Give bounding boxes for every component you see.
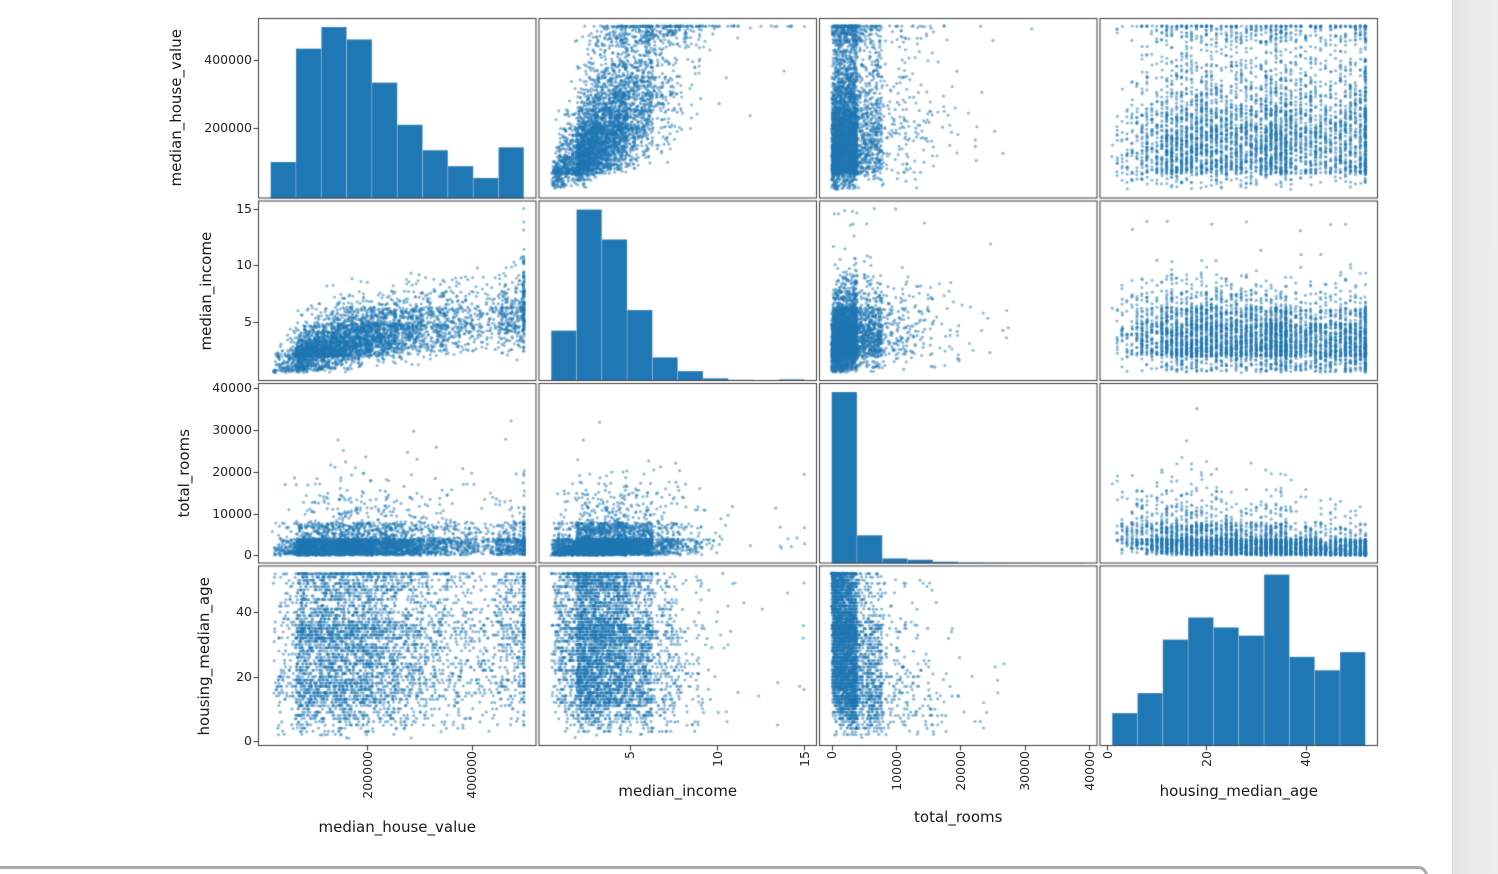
next-code-cell-input[interactable]: [0, 866, 1428, 874]
x-tick-label: 200000: [359, 751, 375, 799]
x-tick-label: 20000: [952, 751, 968, 791]
x-tick-label: 40: [1298, 751, 1314, 767]
y-tick-label: 15: [236, 200, 252, 216]
x-axis-label-median-house-value: median_house_value: [318, 818, 476, 836]
y-axis-label-median-income: median_income: [197, 231, 215, 351]
y-tick-label: 20: [236, 668, 252, 684]
x-axis-label-housing-median-age: housing_median_age: [1159, 782, 1318, 800]
x-tick-label: 10: [709, 751, 725, 767]
y-tick-label: 10: [236, 257, 252, 273]
x-tick-label: 10000: [888, 751, 904, 791]
y-tick-label: 40: [236, 604, 252, 620]
y-tick-label: 5: [244, 313, 252, 329]
y-tick-label: 0: [244, 547, 252, 563]
y-tick-label: 40000: [212, 380, 252, 396]
y-tick-label: 20000: [212, 463, 252, 479]
x-tick-label: 40000: [1081, 751, 1097, 791]
x-tick-label: 0: [824, 751, 840, 759]
x-tick-label: 5: [622, 751, 638, 759]
y-tick-label: 200000: [204, 119, 252, 135]
y-tick-label: 10000: [212, 505, 252, 521]
x-axis-label-total-rooms: total_rooms: [914, 808, 1003, 826]
x-tick-label: 20: [1198, 751, 1214, 767]
x-tick-label: 30000: [1017, 751, 1033, 791]
x-tick-label: 0: [1099, 751, 1115, 759]
y-axis-label-housing-median-age: housing_median_age: [195, 576, 213, 735]
y-axis-label-median-house-value: median_house_value: [167, 29, 185, 187]
y-tick-label: 30000: [212, 422, 252, 438]
y-tick-label: 400000: [204, 52, 252, 68]
x-axis-label-median-income: median_income: [618, 782, 738, 800]
y-tick-label: 0: [244, 733, 252, 748]
right-margin-panel: [1452, 0, 1498, 874]
x-tick-label: 15: [796, 751, 812, 767]
x-tick-label: 400000: [464, 751, 480, 799]
